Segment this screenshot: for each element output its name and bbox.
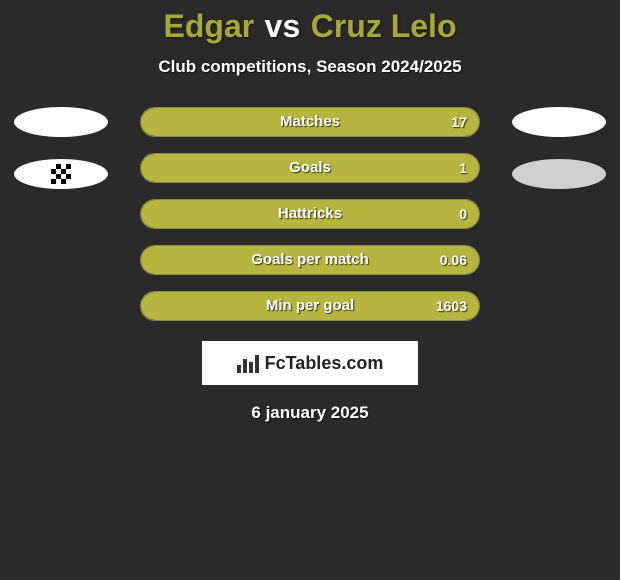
brand-logo[interactable]: FcTables.com (202, 341, 418, 385)
stat-label: Goals (141, 154, 479, 182)
club-crest-icon (49, 162, 73, 186)
footer-date: 6 january 2025 (0, 403, 620, 423)
stat-row: Goals per match 0.06 (140, 245, 480, 275)
stat-label: Matches (141, 108, 479, 136)
brand-text: FcTables.com (265, 353, 384, 374)
club-badge-left-2 (14, 159, 108, 189)
player2-name: Cruz Lelo (311, 8, 457, 44)
stat-row: Hattricks 0 (140, 199, 480, 229)
stat-value: 0.06 (440, 246, 467, 274)
stat-row: Min per goal 1603 (140, 291, 480, 321)
title-row: Edgar vs Cruz Lelo (0, 8, 620, 45)
player1-name: Edgar (164, 8, 255, 44)
stat-row: Goals 1 (140, 153, 480, 183)
stat-value: 17 (451, 108, 467, 136)
comparison-card: Edgar vs Cruz Lelo Club competitions, Se… (0, 0, 620, 423)
stat-row: Matches 17 (140, 107, 480, 137)
club-badge-right-2 (512, 159, 606, 189)
bars-icon (237, 353, 259, 373)
title-vs: vs (265, 8, 301, 44)
club-badge-right-1 (512, 107, 606, 137)
stat-rows: Matches 17 Goals 1 Hattricks 0 Goals per… (140, 107, 480, 321)
club-badge-left-1 (14, 107, 108, 137)
stat-label: Min per goal (141, 292, 479, 320)
stat-value: 1603 (436, 292, 467, 320)
stat-value: 0 (459, 200, 467, 228)
stat-label: Hattricks (141, 200, 479, 228)
subtitle: Club competitions, Season 2024/2025 (0, 57, 620, 77)
stat-label: Goals per match (141, 246, 479, 274)
stat-value: 1 (459, 154, 467, 182)
stats-area: Matches 17 Goals 1 Hattricks 0 Goals per… (0, 107, 620, 423)
